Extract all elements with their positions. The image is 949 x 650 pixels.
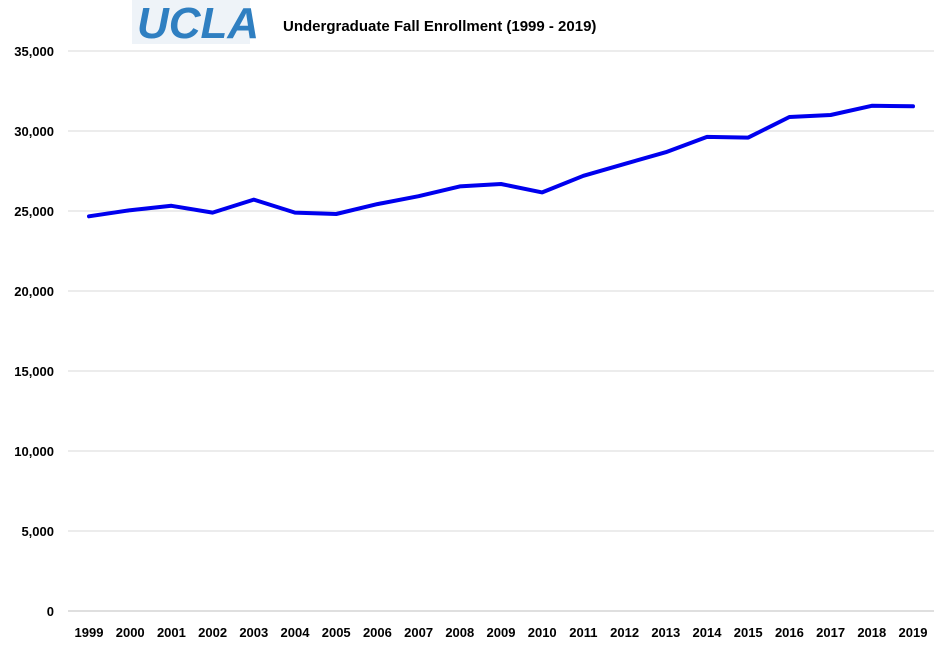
x-axis-ticks: 1999 2000 2001 2002 2003 2004 2005 2006 2007 2008…: [75, 625, 928, 640]
y-axis-ticks: 0 5,000 10,000 15,000 20,000 25,000 30,000 35,0…: [14, 44, 54, 619]
logo-text: UCLA: [137, 0, 259, 48]
y-tick-label: 10,000: [14, 444, 54, 459]
x-tick-label: 2007: [404, 625, 433, 640]
x-tick-label: 2017: [816, 625, 845, 640]
x-tick-label: 2009: [487, 625, 516, 640]
logo-background: [132, 0, 250, 44]
y-tick-label: 20,000: [14, 284, 54, 299]
x-tick-label: 2015: [734, 625, 763, 640]
x-tick-label: 2016: [775, 625, 804, 640]
y-tick-label: 35,000: [14, 44, 54, 59]
y-tick-label: 25,000: [14, 204, 54, 219]
x-tick-label: 2003: [239, 625, 268, 640]
x-tick-label: 2002: [198, 625, 227, 640]
y-tick-label: 0: [47, 604, 54, 619]
x-tick-label: 2005: [322, 625, 351, 640]
x-tick-label: 2012: [610, 625, 639, 640]
x-tick-label: 2001: [157, 625, 186, 640]
y-tick-label: 15,000: [14, 364, 54, 379]
series-line: [87, 103, 915, 219]
x-tick-label: 2013: [651, 625, 680, 640]
ucla-logo: UCLA: [132, 0, 259, 48]
x-tick-label: 2010: [528, 625, 557, 640]
x-tick-label: 2014: [693, 625, 723, 640]
x-tick-label: 2018: [857, 625, 886, 640]
gridlines: [68, 50, 934, 612]
x-tick-label: 2008: [445, 625, 474, 640]
x-tick-label: 2011: [569, 625, 597, 640]
x-tick-label: 2000: [116, 625, 145, 640]
x-tick-label: 2006: [363, 625, 392, 640]
y-tick-label: 5,000: [21, 524, 54, 539]
x-tick-label: 1999: [75, 625, 104, 640]
series-group: [87, 103, 915, 219]
chart-title: Undergraduate Fall Enrollment (1999 - 20…: [283, 18, 596, 35]
x-tick-label: 2004: [281, 625, 311, 640]
y-tick-label: 30,000: [14, 124, 54, 139]
x-tick-label: 2019: [899, 625, 928, 640]
